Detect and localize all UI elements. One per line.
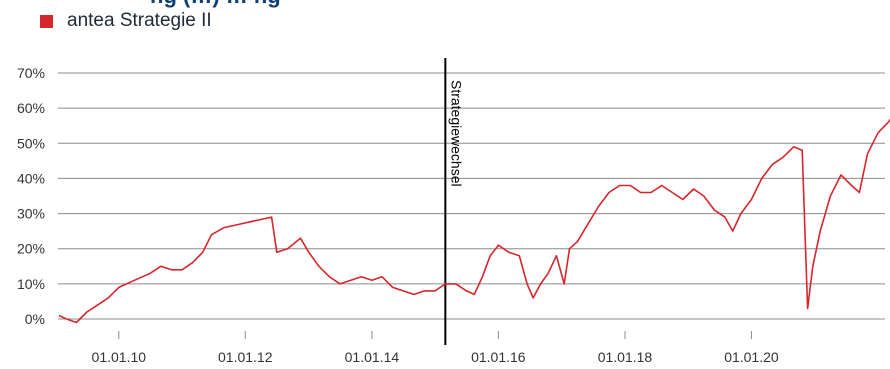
x-tick-label: 01.01.16 (471, 349, 526, 365)
y-tick-label: 0% (25, 311, 45, 327)
y-tick-label: 70% (17, 65, 45, 81)
x-tick-label: 01.01.12 (218, 349, 273, 365)
y-tick-label: 20% (17, 241, 45, 257)
legend-label-antea-strategie-ii: antea Strategie II (67, 10, 212, 31)
legend: antea Strategie II (40, 8, 212, 34)
annotation-label-strategiewechsel: Strategiewechsel (448, 80, 464, 187)
legend-swatch-antea-strategie-ii (40, 14, 53, 28)
y-tick-label: 10% (17, 276, 45, 292)
x-tick-label: 01.01.10 (92, 349, 147, 365)
y-tick-label: 30% (17, 206, 45, 222)
y-tick-label: 60% (17, 100, 45, 116)
chart-title-fragment: ng (…) … ng (150, 0, 281, 9)
x-tick-label: 01.01.14 (345, 349, 400, 365)
y-tick-label: 40% (17, 170, 45, 186)
y-tick-label: 50% (17, 135, 45, 151)
x-tick-label: 01.01.18 (598, 349, 653, 365)
series-line-antea-strategie-ii (58, 118, 890, 324)
x-tick-label: 01.01.20 (724, 349, 779, 365)
